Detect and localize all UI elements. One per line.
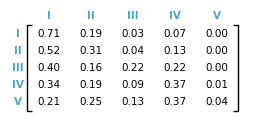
Text: 0.52: 0.52 xyxy=(37,46,61,56)
Text: 0.07: 0.07 xyxy=(163,29,187,39)
Text: 0.01: 0.01 xyxy=(205,80,228,90)
Text: I: I xyxy=(47,11,51,21)
Text: 0.19: 0.19 xyxy=(79,29,102,39)
Text: 0.22: 0.22 xyxy=(163,63,187,73)
Text: V: V xyxy=(213,11,221,21)
Text: 0.25: 0.25 xyxy=(79,97,102,107)
Text: 0.00: 0.00 xyxy=(206,63,228,73)
Text: 0.09: 0.09 xyxy=(122,80,145,90)
Text: 0.13: 0.13 xyxy=(122,97,145,107)
Text: III: III xyxy=(12,63,24,73)
Text: V: V xyxy=(14,97,22,107)
Text: 0.22: 0.22 xyxy=(122,63,145,73)
Text: IV: IV xyxy=(169,11,181,21)
Text: 0.21: 0.21 xyxy=(37,97,61,107)
Text: 0.00: 0.00 xyxy=(206,46,228,56)
Text: I: I xyxy=(16,29,20,39)
Text: III: III xyxy=(127,11,139,21)
Text: II: II xyxy=(87,11,95,21)
Text: IV: IV xyxy=(12,80,24,90)
Text: 0.16: 0.16 xyxy=(79,63,102,73)
Text: 0.04: 0.04 xyxy=(205,97,228,107)
Text: 0.37: 0.37 xyxy=(163,80,187,90)
Text: 0.31: 0.31 xyxy=(79,46,102,56)
Text: 0.04: 0.04 xyxy=(122,46,145,56)
Text: 0.19: 0.19 xyxy=(79,80,102,90)
Text: 0.00: 0.00 xyxy=(206,29,228,39)
Text: 0.34: 0.34 xyxy=(37,80,61,90)
Text: 0.71: 0.71 xyxy=(37,29,61,39)
Text: 0.40: 0.40 xyxy=(37,63,61,73)
Text: 0.03: 0.03 xyxy=(122,29,145,39)
Text: II: II xyxy=(14,46,22,56)
Text: 0.37: 0.37 xyxy=(163,97,187,107)
Text: 0.13: 0.13 xyxy=(163,46,187,56)
